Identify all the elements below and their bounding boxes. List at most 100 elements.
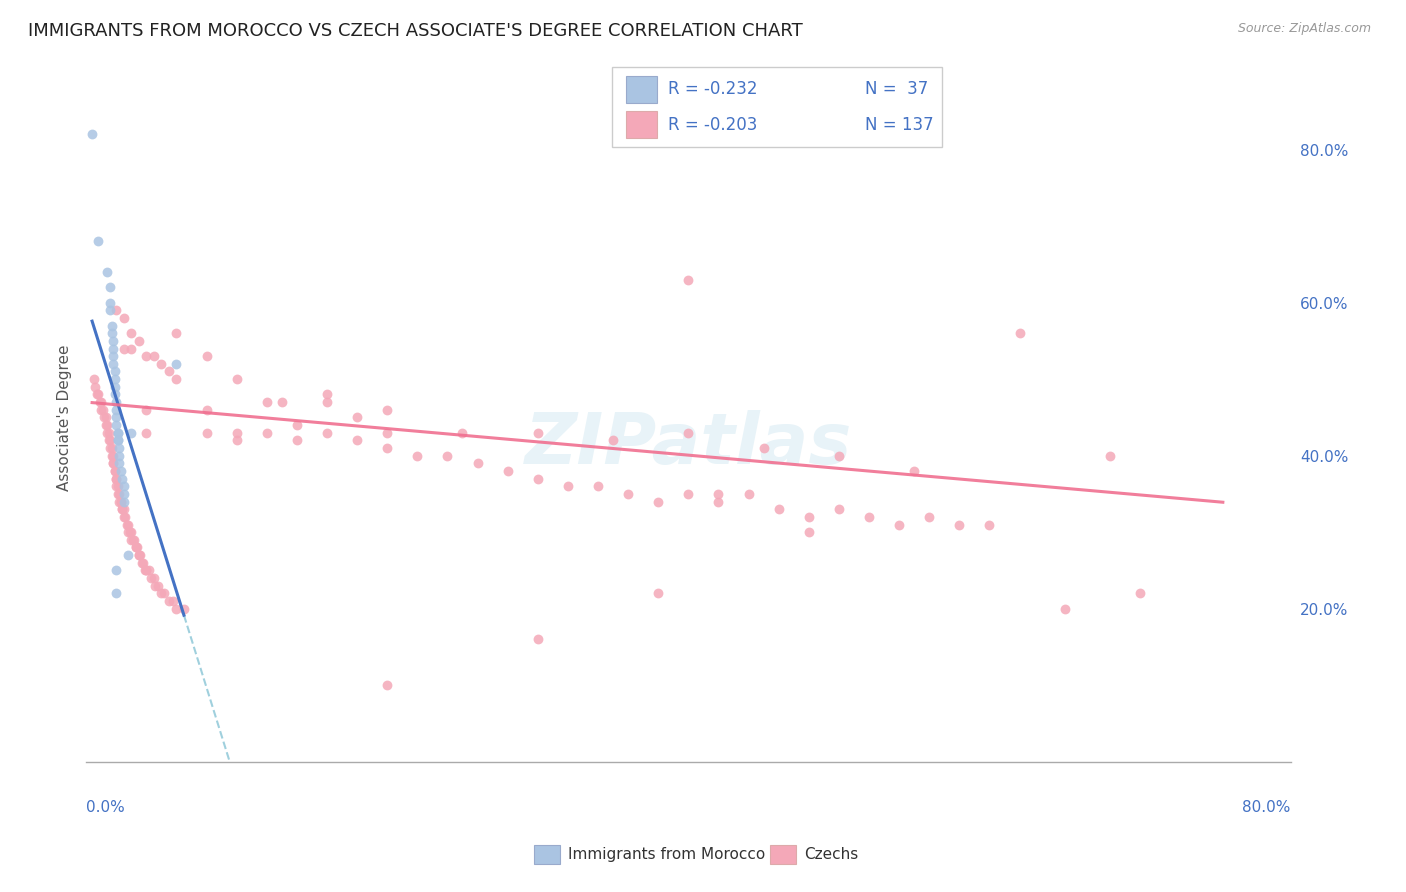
Point xyxy=(256,395,278,409)
Point xyxy=(105,586,128,600)
Point xyxy=(142,571,165,585)
Point xyxy=(707,494,730,508)
Point xyxy=(153,586,176,600)
Point xyxy=(120,525,142,540)
Point xyxy=(148,579,170,593)
Point xyxy=(105,472,128,486)
Point xyxy=(225,425,247,440)
Point xyxy=(112,479,135,493)
Point xyxy=(105,479,128,493)
Point xyxy=(165,326,187,341)
Point xyxy=(114,509,136,524)
Point xyxy=(111,472,134,486)
Text: N = 137: N = 137 xyxy=(865,116,934,134)
Point xyxy=(87,235,110,249)
Point xyxy=(135,402,157,417)
Point xyxy=(1008,326,1031,341)
Point xyxy=(526,425,548,440)
Point xyxy=(105,402,128,417)
Point xyxy=(678,425,700,440)
Point xyxy=(104,387,127,401)
Point xyxy=(375,425,398,440)
Point xyxy=(125,541,148,555)
Point xyxy=(918,509,941,524)
Point xyxy=(98,441,121,455)
Point xyxy=(737,487,759,501)
Point xyxy=(285,434,308,448)
Point xyxy=(101,342,124,356)
Point xyxy=(115,517,138,532)
Point xyxy=(98,295,121,310)
Point xyxy=(105,395,128,409)
Point xyxy=(165,601,187,615)
Point xyxy=(105,417,128,432)
Point xyxy=(97,425,120,440)
Point xyxy=(120,326,142,341)
Point xyxy=(117,548,139,562)
Point xyxy=(117,525,139,540)
Point xyxy=(270,395,292,409)
Point xyxy=(979,517,1001,532)
Point xyxy=(436,449,458,463)
Point xyxy=(451,425,474,440)
Point xyxy=(104,464,127,478)
Y-axis label: Associate's Degree: Associate's Degree xyxy=(58,344,72,491)
Point xyxy=(138,564,160,578)
Point xyxy=(131,556,153,570)
Point xyxy=(101,456,124,470)
Point xyxy=(96,417,118,432)
Point xyxy=(105,472,128,486)
Point xyxy=(557,479,579,493)
Point xyxy=(173,601,195,615)
Point xyxy=(150,586,173,600)
Point xyxy=(83,372,105,386)
Point xyxy=(142,349,165,363)
Text: 80.0%: 80.0% xyxy=(1243,799,1291,814)
Point xyxy=(105,564,128,578)
Point xyxy=(87,387,110,401)
Point xyxy=(617,487,640,501)
Point xyxy=(101,334,124,348)
Point xyxy=(127,541,149,555)
Text: R = -0.203: R = -0.203 xyxy=(668,116,758,134)
Point xyxy=(112,487,135,501)
Point xyxy=(96,265,118,279)
Point xyxy=(195,402,218,417)
Point xyxy=(752,441,775,455)
Point xyxy=(100,318,122,333)
Point xyxy=(678,272,700,286)
Point xyxy=(100,326,122,341)
Point xyxy=(90,402,112,417)
Point xyxy=(135,564,157,578)
Point xyxy=(797,525,820,540)
Text: Immigrants from Morocco: Immigrants from Morocco xyxy=(568,847,765,862)
Point xyxy=(143,579,166,593)
Point xyxy=(135,564,157,578)
Point xyxy=(107,479,129,493)
Point xyxy=(346,410,368,425)
Point xyxy=(887,517,910,532)
Point xyxy=(108,487,131,501)
Point xyxy=(108,494,131,508)
Point xyxy=(346,434,368,448)
Point xyxy=(903,464,925,478)
Point xyxy=(118,525,141,540)
Point xyxy=(157,364,180,378)
Point xyxy=(108,441,131,455)
Point xyxy=(1053,601,1076,615)
Point xyxy=(97,434,120,448)
Point xyxy=(139,571,162,585)
Point xyxy=(98,303,121,318)
Point xyxy=(91,402,114,417)
Point xyxy=(768,502,790,516)
Point xyxy=(108,449,131,463)
Point xyxy=(858,509,880,524)
Point xyxy=(101,456,124,470)
Text: ZIPatlas: ZIPatlas xyxy=(524,410,852,479)
Point xyxy=(157,594,180,608)
Point xyxy=(406,449,429,463)
Point xyxy=(112,342,135,356)
Point xyxy=(101,357,124,371)
Point xyxy=(98,434,121,448)
Point xyxy=(1129,586,1152,600)
